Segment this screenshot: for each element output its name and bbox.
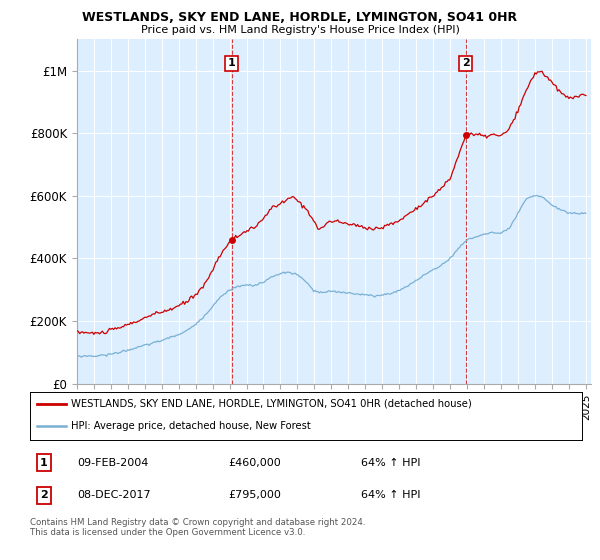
Text: WESTLANDS, SKY END LANE, HORDLE, LYMINGTON, SO41 0HR (detached house): WESTLANDS, SKY END LANE, HORDLE, LYMINGT…: [71, 399, 472, 409]
Text: HPI: Average price, detached house, New Forest: HPI: Average price, detached house, New …: [71, 421, 311, 431]
Text: 64% ↑ HPI: 64% ↑ HPI: [361, 491, 421, 501]
Text: 2: 2: [462, 58, 470, 68]
Text: WESTLANDS, SKY END LANE, HORDLE, LYMINGTON, SO41 0HR: WESTLANDS, SKY END LANE, HORDLE, LYMINGT…: [82, 11, 518, 24]
Text: 1: 1: [40, 458, 47, 468]
Text: 2: 2: [40, 491, 47, 501]
Text: 64% ↑ HPI: 64% ↑ HPI: [361, 458, 421, 468]
Text: £460,000: £460,000: [229, 458, 281, 468]
Text: 08-DEC-2017: 08-DEC-2017: [77, 491, 151, 501]
Text: Contains HM Land Registry data © Crown copyright and database right 2024.
This d: Contains HM Land Registry data © Crown c…: [30, 518, 365, 538]
Text: Price paid vs. HM Land Registry's House Price Index (HPI): Price paid vs. HM Land Registry's House …: [140, 25, 460, 35]
Text: 1: 1: [227, 58, 235, 68]
Text: £795,000: £795,000: [229, 491, 281, 501]
Text: 09-FEB-2004: 09-FEB-2004: [77, 458, 148, 468]
